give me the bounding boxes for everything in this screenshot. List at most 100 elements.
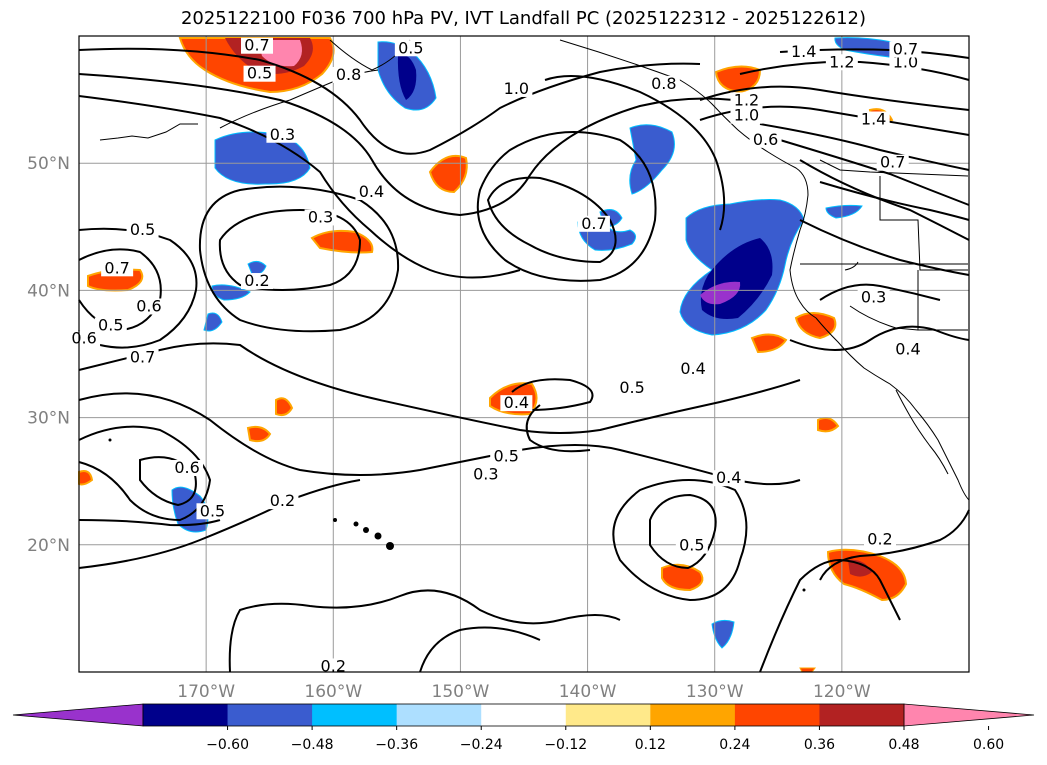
contour-label: 0.7 — [581, 214, 606, 233]
contour-label: 0.4 — [680, 359, 705, 378]
contour-label-bg — [647, 75, 680, 92]
contour-label-bg — [101, 260, 134, 277]
colorbar-segment — [734, 704, 820, 726]
contour-label: 0.3 — [861, 288, 886, 307]
contour-label: 0.5 — [493, 447, 518, 466]
contour-label: 0.6 — [136, 296, 161, 315]
contour-label-bg — [577, 215, 610, 232]
colorbar-segment — [481, 704, 567, 726]
contour-label: 0.3 — [270, 125, 295, 144]
map-panel: 0.70.5 0.80.51.00.30.40.30.50.70.20.60.50… — [68, 35, 970, 675]
contour-labels: 0.70.5 0.80.51.00.30.40.30.50.70.20.60.50… — [68, 36, 924, 675]
colorbar-segment — [650, 704, 736, 726]
contour-label-bg — [857, 111, 890, 128]
colorbar-tick-label: 0.36 — [804, 737, 835, 753]
contour-label-bg — [677, 360, 710, 377]
contour-label-bg — [889, 54, 922, 71]
contour-label-bg — [304, 209, 337, 226]
contour-label-bg — [243, 65, 276, 82]
contour-label-bg — [355, 184, 388, 200]
contour-label-bg — [712, 470, 745, 487]
contour-label: 0.4 — [895, 340, 920, 359]
contour-label-bg — [317, 658, 350, 675]
lat-tick-label: 20°N — [27, 536, 70, 556]
latitude-labels: 50°N 40°N 30°N 20°N — [27, 154, 70, 556]
contour-label-bg — [94, 317, 127, 334]
contour-label: 0.6 — [753, 130, 778, 149]
colorbar-tick-label: 0.24 — [719, 737, 750, 753]
lat-tick-label: 40°N — [27, 281, 70, 301]
contour-label-bg — [332, 66, 365, 83]
lon-tick-label: 120°W — [813, 682, 871, 702]
contour-label-bg — [490, 448, 523, 465]
contour-label-bg — [171, 460, 204, 477]
contour-label: 0.2 — [867, 529, 892, 548]
pv-contours — [78, 47, 970, 673]
colorbar-segment — [312, 704, 398, 726]
contour-label-bg — [616, 379, 649, 396]
contour-label-bg — [864, 531, 896, 548]
positive-shading — [78, 37, 908, 673]
contour-label-bg — [241, 37, 273, 54]
colorbar-tick-label: −0.36 — [375, 737, 418, 753]
contour-label: 0.7 — [244, 36, 269, 55]
colorbar: −0.60 −0.48 −0.36 −0.24 −0.12 0.12 0.24 0.36 0.4… — [12, 703, 1035, 753]
lon-tick-label: 160°W — [304, 682, 362, 702]
negative-shading — [171, 37, 908, 649]
contour-label-bg — [394, 40, 427, 57]
contour-label: 0.4 — [504, 393, 529, 412]
contour-label-bg — [126, 222, 159, 239]
contour-label: 0.7 — [893, 40, 918, 59]
contour-label: 0.5 — [619, 378, 644, 397]
contour-label-bg — [126, 349, 159, 366]
contour-label: 0.5 — [679, 536, 704, 555]
colorbar-extend-min — [12, 703, 144, 727]
longitude-labels: 170°W 160°W 150°W 140°W 130°W 120°W — [177, 682, 871, 702]
contour-label: 0.6 — [71, 328, 96, 347]
contour-label: 0.5 — [98, 316, 123, 335]
colorbar-segment — [819, 704, 905, 726]
lon-tick-label: 170°W — [177, 682, 235, 702]
contour-label: 1.0 — [504, 79, 529, 98]
contour-label: 0.5 — [247, 64, 272, 83]
contour-label-bg — [132, 298, 165, 315]
contour-label: 0.5 — [200, 501, 225, 520]
gridlines — [79, 36, 969, 672]
contour-label: 0.7 — [104, 258, 129, 277]
contour-label: 0.6 — [174, 458, 199, 477]
contour-label: 1.4 — [791, 42, 816, 61]
contour-label: 0.2 — [321, 656, 346, 675]
contour-label-bg — [68, 330, 101, 347]
colorbar-extend-max — [903, 703, 1035, 727]
contour-label: 0.7 — [880, 153, 905, 172]
contour-label-bg — [500, 80, 533, 97]
contour-label: 0.2 — [270, 491, 295, 510]
colorbar-segment — [227, 704, 313, 726]
lon-tick-label: 140°W — [559, 682, 617, 702]
colorbar-tick-label: 0.48 — [888, 737, 919, 753]
lat-tick-label: 50°N — [27, 154, 70, 174]
colorbar-tick-label: 0.12 — [635, 737, 666, 753]
contour-label-bg — [266, 126, 299, 143]
colorbar-tick-label: −0.12 — [544, 737, 587, 753]
contour-label: 1.2 — [734, 90, 759, 109]
contour-label-bg — [825, 54, 858, 71]
contour-label-bg — [889, 41, 922, 58]
contour-label: 1.0 — [734, 106, 759, 125]
colorbar-segment — [396, 704, 482, 726]
contour-label-bg — [675, 537, 708, 554]
colorbar-segment — [565, 704, 651, 726]
colorbar-tick-label: 0.60 — [973, 737, 1004, 753]
contour-label-bg — [500, 395, 533, 412]
contour-label-bg — [266, 493, 299, 510]
contour-label-bg — [469, 466, 502, 483]
colorbar-frame — [142, 703, 905, 727]
contour-label: 0.3 — [473, 464, 498, 483]
contour-label: 1.4 — [861, 109, 886, 128]
contour-label: 0.5 — [130, 220, 155, 239]
contour-label-bg — [730, 92, 763, 109]
colorbar-tick-label: −0.24 — [460, 737, 503, 753]
lat-tick-label: 30°N — [27, 409, 70, 429]
contour-label-bg — [749, 131, 782, 148]
